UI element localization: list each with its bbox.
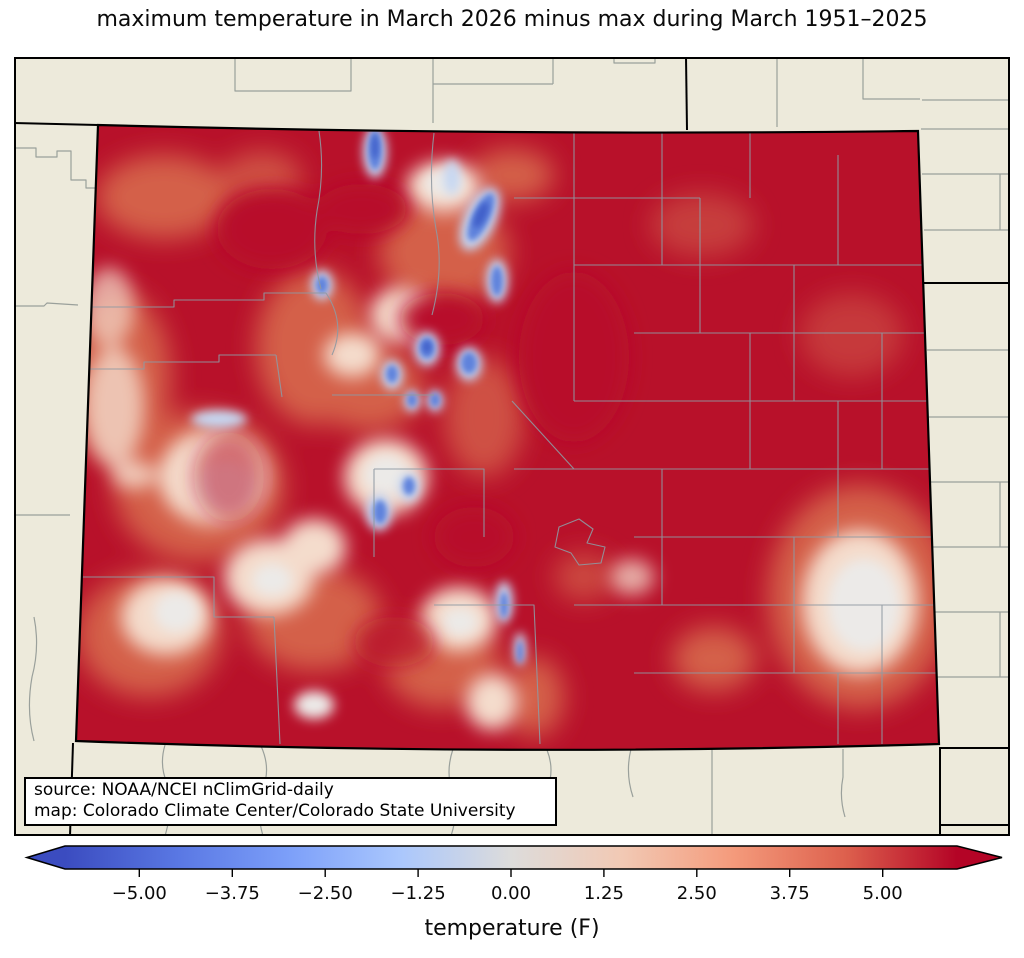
source-line-2: map: Colorado Climate Center/Colorado St… xyxy=(34,800,516,821)
colorado-state-border xyxy=(74,123,941,751)
tick-label-2: −2.50 xyxy=(298,883,353,904)
tick-label-4: 0.00 xyxy=(491,883,531,904)
colorbar: −5.00 −3.75 −2.50 −1.25 0.00 1.25 2.50 3… xyxy=(0,843,1024,954)
colorbar-gradient-bar xyxy=(65,846,957,869)
tick-label-0: −5.00 xyxy=(112,883,167,904)
colorbar-tick-marks xyxy=(138,869,884,877)
colorbar-right-arrow xyxy=(957,846,1002,869)
page-title: maximum temperature in March 2026 minus … xyxy=(96,7,928,32)
source-box: source: NOAA/NCEI nClimGrid-daily map: C… xyxy=(24,777,557,826)
colorbar-svg: −5.00 −3.75 −2.50 −1.25 0.00 1.25 2.50 3… xyxy=(24,845,1003,941)
tick-label-6: 2.50 xyxy=(677,883,717,904)
tick-label-1: −3.75 xyxy=(205,883,260,904)
tick-label-8: 5.00 xyxy=(863,883,903,904)
map-frame xyxy=(14,57,1010,836)
colorbar-outline xyxy=(24,845,1003,870)
tick-label-7: 3.75 xyxy=(770,883,810,904)
tick-label-5: 1.25 xyxy=(584,883,624,904)
colorado-county-lines xyxy=(76,130,938,745)
colorbar-left-arrow xyxy=(27,846,65,869)
deep-cool-cores xyxy=(372,135,489,353)
tick-label-3: −1.25 xyxy=(391,883,446,904)
map-figure xyxy=(13,56,1010,837)
source-line-1: source: NOAA/NCEI nClimGrid-daily xyxy=(34,780,334,800)
colorbar-axis-label: temperature (F) xyxy=(424,916,599,941)
map-svg xyxy=(13,56,1010,837)
colorado-temperature-field xyxy=(74,123,941,751)
